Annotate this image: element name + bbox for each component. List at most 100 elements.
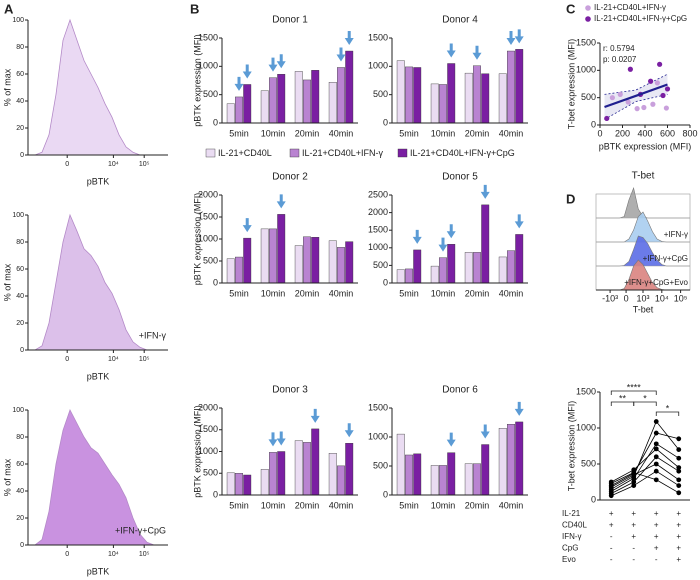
point [676,447,682,452]
y-tick-label: 500 [203,468,218,478]
y-tick-label: 80 [16,239,24,246]
bar [311,70,320,124]
x-tick-label: 0 [65,356,69,363]
condition-sign: + [654,544,659,553]
y-tick-label: 1000 [368,242,388,252]
y-tick-label: 1000 [198,446,218,456]
significance: * [643,393,647,403]
annotation: p: 0.0207 [603,55,637,64]
bar [269,228,277,284]
point [653,419,659,424]
y-tick-label: 2000 [198,189,218,199]
arrow [242,64,252,79]
y-tick-label: 0 [20,542,24,549]
bar [498,428,507,496]
y-tick-label: 500 [373,260,388,270]
bar [447,244,456,284]
chart-title: Donor 6 [442,385,478,396]
bar [303,79,311,124]
x-axis-label: pBTK [87,566,110,576]
bar [345,443,354,496]
legend-label: IL-21+CD40L+IFN-γ [302,148,384,158]
histogram-fill [28,410,168,545]
arrow [310,408,320,423]
x-tick-label: 10min [431,128,456,138]
x-tick-label: 10min [261,288,286,298]
x-axis-label: pBTK [87,176,110,186]
x-tick-label: 200 [615,128,630,138]
x-tick-label: 800 [682,128,697,138]
y-tick-label: 500 [581,92,596,102]
bar [277,451,286,496]
x-tick-label: 40min [499,500,524,510]
x-axis-label: pBTK [87,371,110,381]
point [676,436,682,442]
y-tick-label: 1500 [198,32,218,42]
bar [337,465,345,496]
bar [243,237,252,284]
bracket [655,411,680,416]
point [676,477,682,483]
bar [226,472,235,496]
x-tick-label: 10⁵ [674,293,688,303]
point [604,115,610,122]
y-tick-label: 1000 [576,422,596,432]
bar [481,204,490,284]
y-axis-label: % of max [2,458,12,496]
point [625,99,631,105]
y-tick-label: 0 [213,117,218,127]
bar [260,228,269,284]
point [608,484,614,490]
y-tick-label: 0 [591,494,596,504]
panel-label: B [190,1,199,16]
y-tick-label: 0 [213,489,218,499]
point [631,476,637,481]
condition-sign: - [610,555,613,564]
x-tick-label: 10⁴ [108,551,119,558]
arrow [276,194,286,209]
arrow [446,43,456,58]
chart-title: Donor 2 [272,172,308,183]
legend-swatch [289,148,300,158]
bar [277,214,286,284]
y-tick-label: 2500 [368,189,388,199]
y-tick-label: 500 [203,255,218,265]
arrow [276,431,286,446]
condition-sign: - [610,544,613,553]
x-axis-label: pBTK expression (MFI) [599,141,692,151]
y-tick-label: 100 [12,17,24,24]
bar [337,67,345,124]
point [676,468,682,474]
condition-label: IFN-γ [562,532,582,541]
bar [464,72,473,124]
bar [405,268,413,284]
y-tick-label: 0 [20,347,24,354]
bar [243,84,252,124]
chart-title: Donor 4 [442,15,478,26]
x-tick-label: 10⁴ [108,161,119,168]
x-tick-label: 20min [465,128,490,138]
legend-swatch [397,148,408,158]
bar [235,473,243,496]
condition-sign: - [610,532,613,541]
bar [464,252,473,284]
condition-label: CpG [562,544,578,553]
bar [439,465,447,496]
condition-sign: + [609,521,614,530]
bar [439,84,447,124]
legend-label: IL-21+CD40L+IFN-γ [594,3,666,12]
point [609,95,615,101]
x-tick-label: 0 [597,128,602,138]
histogram-line [28,408,168,546]
annotation: r: 0.5794 [603,44,635,53]
histogram-fill [596,260,690,290]
x-tick-label: 10min [431,288,456,298]
bar [413,453,422,496]
arrow [480,184,490,199]
point [641,104,647,111]
condition-sign: - [632,555,635,564]
y-tick-label: 1000 [368,61,388,71]
y-tick-label: 1500 [198,211,218,221]
x-tick-label: 0 [65,161,69,168]
point [676,490,682,496]
